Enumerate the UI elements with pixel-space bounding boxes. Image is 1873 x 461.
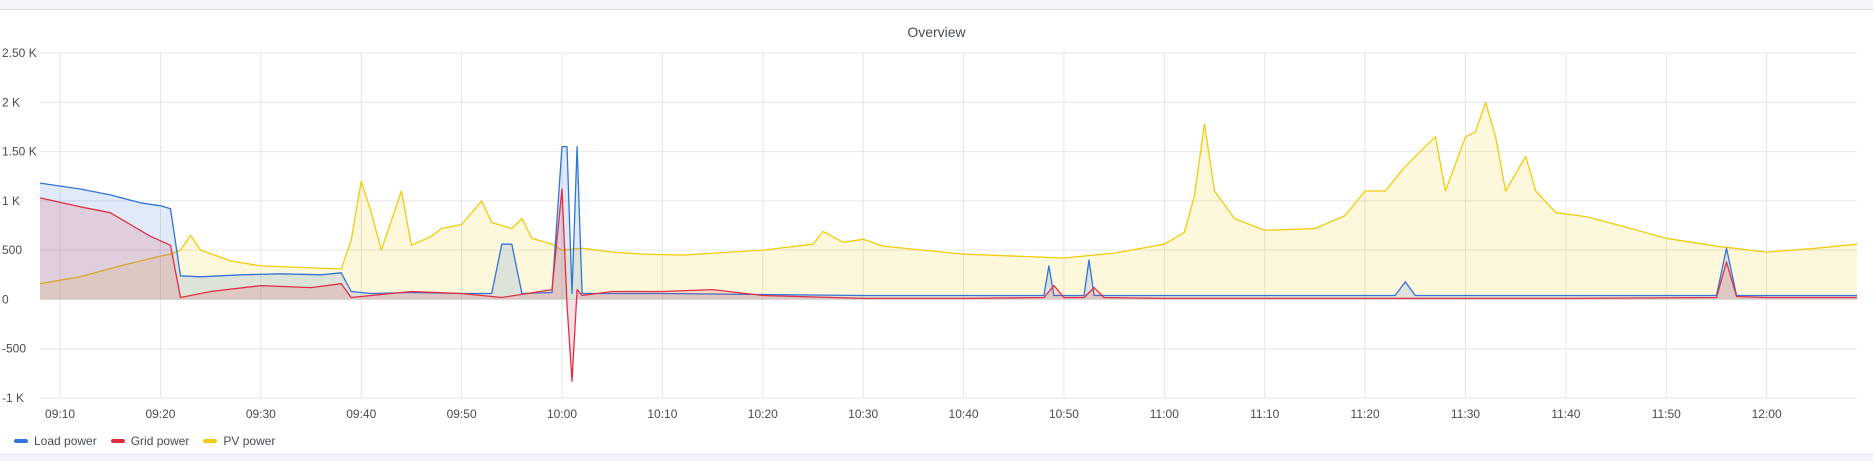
x-tick-label: 10:10 <box>647 407 677 421</box>
top-bar <box>0 0 1873 10</box>
legend-item-pv-power[interactable]: PV power <box>203 434 275 448</box>
y-tick-label: 0 <box>2 292 9 306</box>
x-tick-label: 11:50 <box>1652 407 1681 421</box>
x-tick-label: 11:40 <box>1551 407 1580 421</box>
x-tick-label: 11:00 <box>1150 407 1179 421</box>
y-tick-label: -500 <box>2 342 26 356</box>
y-tick-label: 2.50 K <box>2 46 37 60</box>
series-area-load-power <box>40 146 1857 300</box>
series-line-load-power <box>39 145 1857 297</box>
y-tick-label: 2 K <box>2 95 20 109</box>
x-tick-label: 11:10 <box>1250 407 1279 421</box>
pv-power-swatch <box>203 439 218 443</box>
x-tick-label: 09:30 <box>246 407 276 421</box>
legend: Load power Grid power PV power <box>14 433 275 449</box>
y-tick-label: 1.50 K <box>2 145 37 159</box>
x-tick-label: 10:40 <box>949 407 979 421</box>
x-tick-label: 11:20 <box>1351 407 1380 421</box>
x-tick-label: 10:30 <box>848 407 878 421</box>
y-tick-label: -1 K <box>2 391 24 405</box>
bottom-bar <box>0 455 1873 461</box>
chart-panel: Overview <box>0 10 1873 455</box>
panel-title[interactable]: Overview <box>907 24 966 40</box>
grid-power-swatch <box>110 439 125 443</box>
x-tick-label: 09:20 <box>145 407 175 421</box>
y-tick-label: 500 <box>2 243 22 257</box>
x-tick-label: 09:40 <box>346 407 376 421</box>
legend-label-pv-power: PV power <box>223 434 276 448</box>
legend-label-grid-power: Grid power <box>130 434 190 448</box>
x-tick-label: 10:20 <box>748 407 778 421</box>
y-tick-label: 1 K <box>2 194 20 208</box>
x-tick-label: 11:30 <box>1451 407 1480 421</box>
x-tick-label: 12:00 <box>1752 407 1782 421</box>
series-line-grid-power <box>39 188 1857 382</box>
legend-item-grid-power[interactable]: Grid power <box>110 434 190 448</box>
x-tick-label: 10:50 <box>1049 407 1079 421</box>
load-power-swatch <box>14 439 28 443</box>
series-area-pv-power <box>40 102 1857 300</box>
legend-label-load-power: Load power <box>34 434 97 448</box>
series-line-pv-power <box>39 101 1858 285</box>
x-tick-label: 10:00 <box>547 407 577 421</box>
legend-item-load-power[interactable]: Load power <box>14 434 97 448</box>
x-tick-label: 09:50 <box>447 407 477 421</box>
x-tick-label: 09:10 <box>45 407 75 421</box>
